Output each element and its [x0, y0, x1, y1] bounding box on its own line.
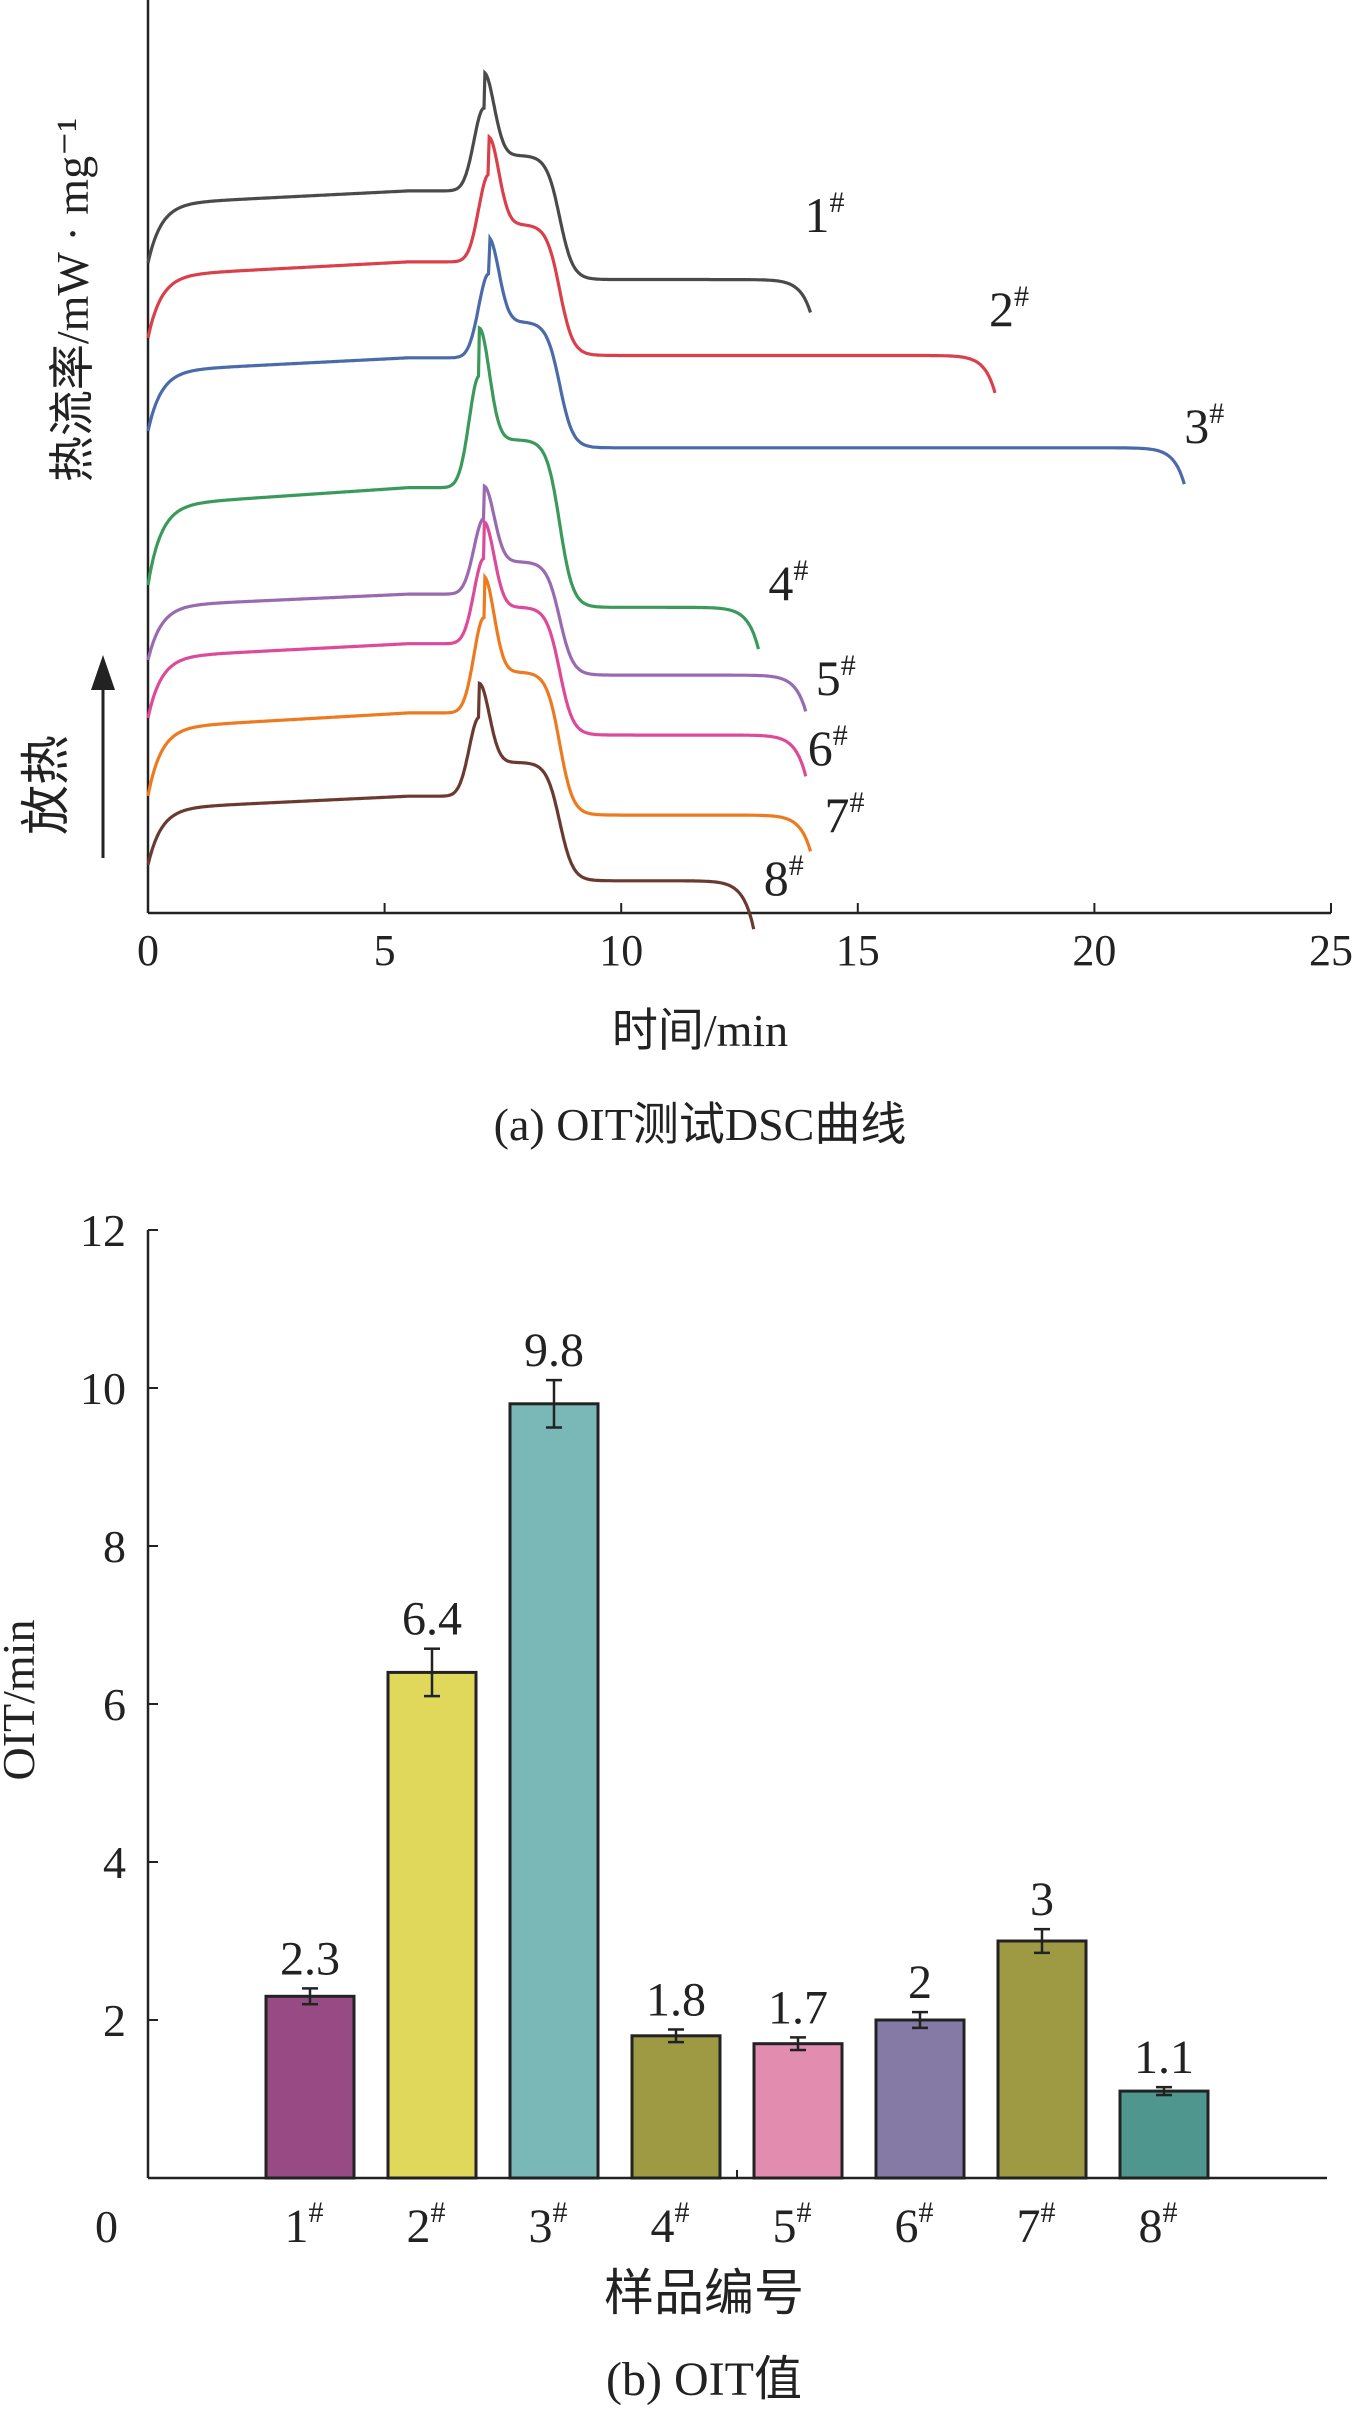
a-curves [146, 69, 1186, 930]
series-label-7: 7# [824, 786, 864, 843]
series-label-8: 8# [764, 849, 804, 906]
b-y-tick-label: 10 [80, 1363, 126, 1414]
a-y-axis-label: 热流率/mW · mg⁻¹ [47, 118, 98, 482]
value-label-1: 2.3 [280, 1932, 340, 1985]
bar-5 [752, 2042, 844, 2180]
dsc-curve-5 [146, 483, 808, 712]
category-label-8: 8# [1139, 2196, 1178, 2253]
series-label-6: 6# [808, 719, 848, 776]
value-label-8: 1.1 [1134, 2031, 1194, 2084]
b-y-tick-label: 6 [103, 1679, 126, 1730]
bar-4 [630, 2034, 722, 2180]
series-label-4: 4# [768, 554, 808, 611]
series-label-5: 5# [816, 649, 856, 706]
bar-8 [1118, 2089, 1210, 2180]
a-x-ticks: 0 5 10 15 20 25 [137, 903, 1353, 975]
a-x-tick-label: 5 [374, 926, 396, 975]
dsc-curve-2 [146, 133, 997, 394]
b-x-axis-label: 样品编号 [604, 2265, 804, 2321]
bar-1 [264, 1994, 356, 2180]
value-label-7: 3 [1030, 1873, 1054, 1926]
b-y-axis-label: OIT/min [0, 1620, 44, 1781]
bar-3 [508, 1402, 600, 2180]
category-label-2: 2# [407, 2196, 446, 2253]
series-label-3: 3# [1184, 397, 1224, 454]
value-label-3: 9.8 [524, 1324, 584, 1377]
dsc-curve-6 [146, 518, 808, 777]
value-label-2: 6.4 [402, 1593, 462, 1646]
dsc-curve-4 [146, 325, 760, 650]
panel-a-dsc-chart: 0 5 10 15 20 25 1# 2# 3# 4#5# 6# 7# 8# 时间/min 热流率/m… [18, 0, 1353, 1150]
bar-6 [874, 2018, 966, 2180]
dsc-curve-7 [146, 572, 813, 852]
value-label-4: 1.8 [646, 1973, 706, 2026]
a-x-tick-label: 10 [599, 926, 643, 975]
category-label-4: 4# [651, 2196, 690, 2253]
exotherm-label: 放热 [18, 735, 74, 835]
a-x-tick-label: 0 [137, 926, 159, 975]
value-label-6: 2 [908, 1956, 932, 2009]
b-y-tick-label: 2 [103, 1995, 126, 2046]
category-label-6: 6# [895, 2196, 934, 2253]
series-label-1: 1# [804, 186, 844, 243]
b-caption: (b) OIT值 [606, 2353, 802, 2406]
series-label-2: 2# [989, 280, 1029, 337]
a-x-tick-label: 20 [1072, 926, 1116, 975]
dsc-curve-1 [146, 69, 813, 314]
a-x-tick-label: 25 [1309, 926, 1353, 975]
b-y-tick-label: 8 [103, 1521, 126, 1572]
b-y-tick-label: 0 [95, 2201, 118, 2252]
category-label-3: 3# [529, 2196, 568, 2253]
a-series-labels: 1# 2# 3# 4#5# 6# 7# 8# [764, 186, 1225, 906]
b-y-tick-label: 12 [80, 1205, 126, 1256]
bar-7 [996, 1939, 1088, 2180]
b-y-tick-label: 4 [103, 1837, 126, 1888]
b-category-labels: 1# 2# 3# 4# 5# 6# 7# 8# [285, 2196, 1178, 2253]
category-label-1: 1# [285, 2196, 324, 2253]
dsc-curve-8 [146, 680, 756, 930]
bar-2 [386, 1670, 478, 2180]
a-x-tick-label: 15 [836, 926, 880, 975]
exotherm-arrow-icon [91, 655, 115, 690]
dsc-curve-3 [146, 233, 1186, 485]
category-label-5: 5# [773, 2196, 812, 2253]
b-y-ticks: 0 2 4 6 8 10 12 [80, 1205, 158, 2252]
panel-b-oit-bar-chart: 0 2 4 6 8 10 12 2.3 6.4 9.8 1.8 1.7 2 3 1.1 1# 2# 3# 4# 5… [0, 1205, 1327, 2406]
a-x-axis-label: 时间/min [612, 1005, 788, 1056]
category-label-7: 7# [1017, 2196, 1056, 2253]
a-caption: (a) OIT测试DSC曲线 [494, 1099, 907, 1150]
value-label-5: 1.7 [768, 1981, 828, 2034]
b-bars: 2.3 6.4 9.8 1.8 1.7 2 3 1.1 [264, 1324, 1210, 2180]
